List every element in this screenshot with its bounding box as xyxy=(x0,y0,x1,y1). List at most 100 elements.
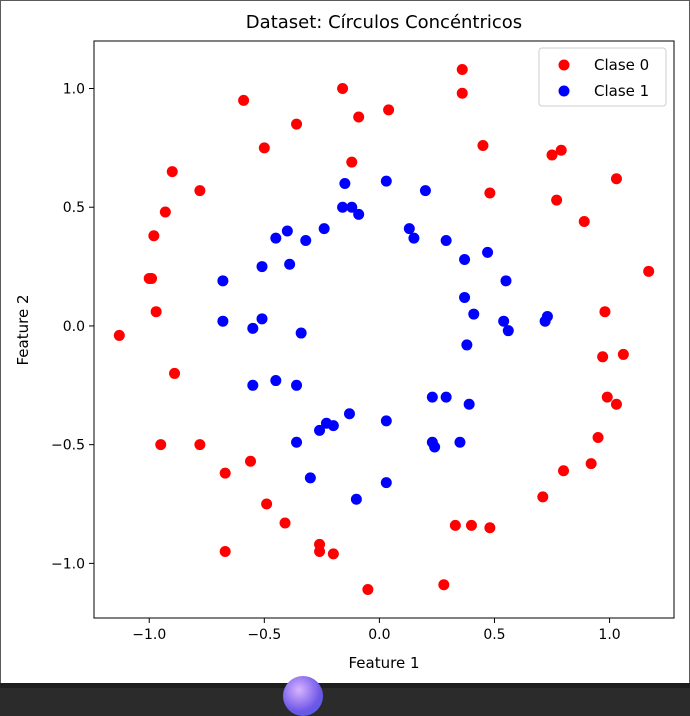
legend: Clase 0 Clase 1 xyxy=(538,47,667,107)
point-clase-0 xyxy=(291,118,303,130)
point-clase-1 xyxy=(337,201,349,213)
y-tick-label: −0.5 xyxy=(51,438,85,454)
point-clase-0 xyxy=(617,348,629,360)
point-clase-0 xyxy=(279,517,291,529)
point-clase-0 xyxy=(456,87,468,99)
point-clase-1 xyxy=(327,420,339,432)
point-clase-1 xyxy=(500,275,512,287)
legend-box xyxy=(538,47,667,107)
point-clase-1 xyxy=(270,232,282,244)
point-clase-0 xyxy=(159,206,171,218)
legend-marker-clase-0 xyxy=(558,59,570,71)
point-clase-0 xyxy=(592,432,604,444)
point-clase-0 xyxy=(585,458,597,470)
plot-area xyxy=(93,40,675,619)
point-clase-1 xyxy=(350,493,362,505)
point-clase-0 xyxy=(558,465,570,477)
point-clase-1 xyxy=(454,436,466,448)
point-clase-0 xyxy=(484,522,496,534)
point-clase-1 xyxy=(270,375,282,387)
point-clase-0 xyxy=(169,367,181,379)
point-clase-0 xyxy=(546,149,558,161)
point-clase-0 xyxy=(238,94,250,106)
assistant-orb-icon[interactable] xyxy=(283,676,323,716)
point-clase-0 xyxy=(484,187,496,199)
point-clase-1 xyxy=(459,291,471,303)
point-clase-0 xyxy=(438,579,450,591)
point-clase-1 xyxy=(426,391,438,403)
point-clase-1 xyxy=(539,315,551,327)
x-tick-label: −0.5 xyxy=(247,627,281,643)
point-clase-1 xyxy=(295,327,307,339)
point-clase-1 xyxy=(459,253,471,265)
point-clase-1 xyxy=(256,261,268,273)
point-clase-1 xyxy=(304,472,316,484)
point-clase-1 xyxy=(217,275,229,287)
point-clase-1 xyxy=(461,339,473,351)
point-clase-1 xyxy=(343,408,355,420)
point-clase-0 xyxy=(194,185,206,197)
point-clase-0 xyxy=(155,439,167,451)
point-clase-0 xyxy=(643,265,655,277)
point-clase-0 xyxy=(143,272,155,284)
point-clase-1 xyxy=(247,322,259,334)
point-clase-1 xyxy=(339,177,351,189)
point-clase-1 xyxy=(284,258,296,270)
point-clase-0 xyxy=(551,194,563,206)
point-clase-1 xyxy=(314,424,326,436)
point-clase-0 xyxy=(245,455,257,467)
point-clase-0 xyxy=(166,166,178,178)
y-tick-label: 0.5 xyxy=(63,200,85,216)
y-tick-label: −1.0 xyxy=(51,556,85,572)
point-clase-0 xyxy=(578,215,590,227)
point-clase-0 xyxy=(219,546,231,558)
point-clase-1 xyxy=(217,315,229,327)
point-clase-0 xyxy=(353,111,365,123)
point-clase-1 xyxy=(429,441,441,453)
point-clase-1 xyxy=(247,379,259,391)
point-clase-1 xyxy=(502,325,514,337)
point-clase-0 xyxy=(346,156,358,168)
x-tick-label: 0.0 xyxy=(368,627,390,643)
point-clase-0 xyxy=(610,173,622,185)
point-clase-1 xyxy=(468,308,480,320)
point-clase-1 xyxy=(463,398,475,410)
y-tick-label: 1.0 xyxy=(63,81,85,97)
x-tick-label: 1.0 xyxy=(598,627,620,643)
point-clase-1 xyxy=(318,223,330,235)
point-clase-1 xyxy=(353,208,365,220)
point-clase-0 xyxy=(337,82,349,94)
point-clase-1 xyxy=(380,415,392,427)
point-clase-1 xyxy=(291,379,303,391)
point-clase-0 xyxy=(449,519,461,531)
point-clase-0 xyxy=(456,63,468,75)
point-clase-0 xyxy=(601,391,613,403)
point-clase-0 xyxy=(362,584,374,596)
point-clase-0 xyxy=(314,546,326,558)
point-clase-0 xyxy=(383,104,395,116)
taskbar-strip xyxy=(0,683,690,688)
figure-canvas: Dataset: Círculos Concéntricos −1.0 −0.5 0… xyxy=(0,0,690,684)
data-points xyxy=(113,63,655,596)
point-clase-1 xyxy=(300,234,312,246)
point-clase-1 xyxy=(380,477,392,489)
point-clase-1 xyxy=(482,246,494,258)
point-clase-1 xyxy=(403,223,415,235)
point-clase-1 xyxy=(498,315,510,327)
point-clase-0 xyxy=(258,142,270,154)
point-clase-1 xyxy=(346,201,358,213)
point-clase-0 xyxy=(597,351,609,363)
chart-title: Dataset: Círculos Concéntricos xyxy=(246,12,522,33)
point-clase-1 xyxy=(419,185,431,197)
legend-label-clase-0: Clase 0 xyxy=(594,56,649,74)
point-clase-0 xyxy=(537,491,549,503)
x-axis-ticks: −1.0 −0.5 0.0 0.5 1.0 xyxy=(132,618,621,643)
point-clase-0 xyxy=(465,519,477,531)
x-axis-label: Feature 1 xyxy=(349,654,420,672)
point-clase-1 xyxy=(380,175,392,187)
x-tick-label: 0.5 xyxy=(483,627,505,643)
point-clase-0 xyxy=(113,329,125,341)
point-clase-1 xyxy=(440,391,452,403)
point-clase-0 xyxy=(194,439,206,451)
legend-label-clase-1: Clase 1 xyxy=(594,82,649,100)
